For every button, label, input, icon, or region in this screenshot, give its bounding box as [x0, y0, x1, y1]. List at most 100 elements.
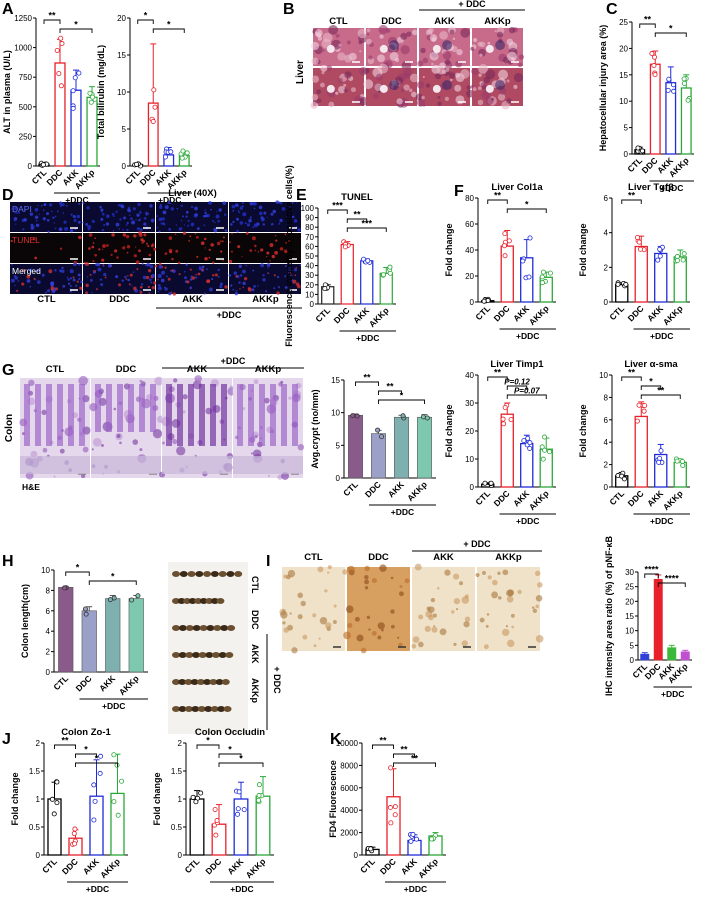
texture-dot: [343, 88, 348, 93]
texture-dot: [174, 233, 177, 235]
bar-ctl: [47, 798, 62, 856]
texture-dot: [197, 272, 201, 276]
y-tick-label: 0: [336, 474, 341, 483]
vessel-lumen: [379, 44, 388, 53]
texture-dot: [454, 84, 462, 92]
texture-dot: [15, 211, 18, 214]
texture-dot: [51, 289, 56, 294]
colon-ihc-image: [343, 564, 410, 654]
data-point: [365, 258, 371, 264]
texture-dot: [508, 26, 516, 34]
texture-dot: [507, 639, 515, 648]
texture-dot: [537, 582, 543, 588]
data-point: [501, 421, 507, 427]
texture-dot: [487, 575, 492, 580]
significance-bracket: [378, 390, 402, 395]
significance-label: *: [167, 20, 171, 30]
texture-dot: [501, 628, 510, 637]
texture-dot: [85, 291, 88, 295]
specimen-segment: [204, 706, 213, 712]
data-point: [350, 413, 356, 419]
specimen-segment: [223, 706, 232, 712]
texture-dot: [477, 86, 482, 91]
texture-dot: [85, 222, 89, 226]
texture-dot: [14, 284, 16, 287]
texture-dot: [397, 636, 400, 639]
texture-dot: [250, 452, 254, 455]
tunel-image: [228, 263, 302, 296]
data-point: [150, 118, 156, 124]
texture-dot: [88, 233, 93, 237]
texture-dot: [316, 89, 321, 95]
texture-dot: [439, 30, 448, 40]
texture-dot: [180, 204, 183, 207]
y-tick-label: 70: [305, 233, 314, 242]
texture-dot: [140, 238, 144, 242]
texture-dot: [242, 269, 246, 274]
texture-dot: [260, 216, 264, 220]
y-tick-label: 6: [604, 194, 609, 203]
texture-dot: [453, 597, 461, 605]
texture-dot: [127, 275, 129, 277]
data-point: [542, 447, 548, 453]
y-tick-label: 25: [619, 18, 628, 27]
texture-dot: [281, 472, 290, 480]
crypt: [199, 384, 205, 446]
bar-ddc: [634, 245, 648, 303]
texture-dot: [29, 268, 33, 272]
texture-dot: [153, 247, 157, 251]
texture-dot: [45, 291, 47, 294]
texture-dot: [288, 396, 292, 400]
data-point: [636, 239, 642, 245]
y-tick-label: 30: [465, 399, 474, 408]
texture-dot: [220, 240, 222, 243]
category-label: DDC: [44, 167, 64, 187]
texture-dot: [400, 32, 408, 40]
texture-dot: [229, 385, 233, 389]
data-point: [546, 449, 552, 455]
colon-photo-label: CTL: [250, 576, 260, 594]
bar-akk: [105, 598, 121, 673]
texture-dot: [491, 579, 498, 586]
texture-dot: [451, 610, 455, 614]
specimen-segment: [199, 625, 208, 631]
texture-dot: [292, 279, 297, 284]
texture-dot: [327, 571, 330, 574]
category-label: CTL: [607, 303, 626, 322]
texture-dot: [195, 274, 197, 276]
y-tick-label: 90: [305, 214, 314, 223]
y-tick-label: 4: [604, 229, 609, 238]
texture-dot: [217, 219, 220, 223]
texture-dot: [322, 49, 325, 52]
texture-dot: [75, 284, 78, 287]
data-point: [119, 778, 125, 784]
texture-dot: [180, 219, 183, 222]
texture-dot: [335, 91, 339, 95]
data-point: [502, 253, 508, 259]
texture-dot: [236, 204, 239, 207]
category-label: CTL: [473, 488, 492, 507]
texture-dot: [35, 224, 38, 226]
crypt: [24, 384, 30, 446]
texture-dot: [412, 636, 420, 643]
tunel-image: [10, 262, 83, 294]
texture-dot: [172, 439, 178, 445]
texture-dot: [416, 80, 425, 89]
texture-dot: [176, 207, 179, 210]
texture-dot: [101, 228, 105, 232]
texture-dot: [417, 60, 424, 67]
texture-dot: [497, 571, 501, 575]
texture-dot: [337, 52, 346, 61]
y-tick-label: 20: [305, 281, 314, 290]
data-point: [256, 782, 262, 788]
data-point: [91, 782, 97, 788]
texture-dot: [445, 67, 450, 72]
texture-dot: [282, 621, 286, 625]
texture-dot: [136, 268, 139, 271]
y-tick-label: 15: [117, 51, 126, 60]
texture-dot: [92, 437, 102, 447]
significance-bracket: [644, 573, 659, 578]
bar-akkp: [417, 416, 432, 479]
texture-dot: [475, 572, 480, 578]
texture-dot: [235, 217, 239, 221]
